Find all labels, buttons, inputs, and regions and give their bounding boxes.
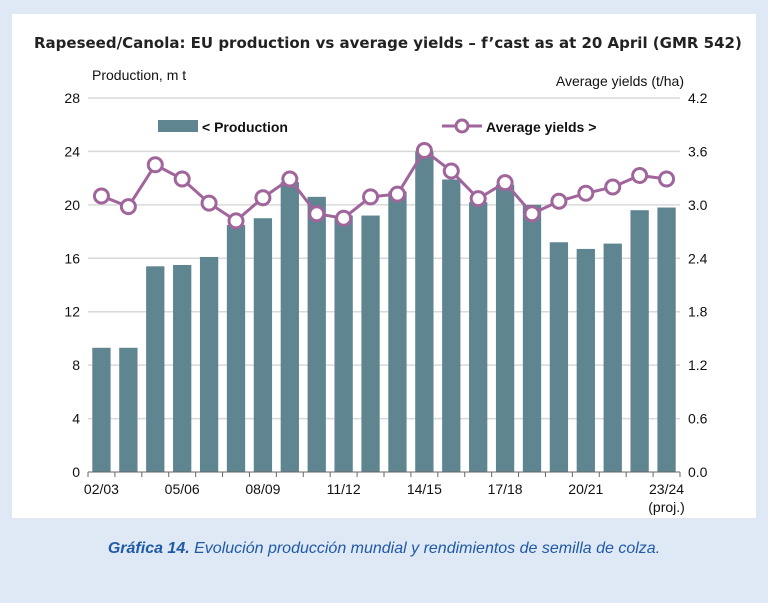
yield-point <box>496 174 514 192</box>
yield-point <box>388 185 406 203</box>
caption-text: Evolución producción mundial y rendimien… <box>189 540 661 557</box>
production-bar <box>146 266 165 472</box>
production-bar <box>280 182 299 472</box>
yield-point <box>577 184 595 202</box>
legend-marker-swatch <box>454 118 470 134</box>
y-left-tick-label: 16 <box>64 250 80 266</box>
x-tick-label: 05/06 <box>165 481 200 497</box>
y-right-tick-label: 1.8 <box>688 304 708 320</box>
x-tick-label: 08/09 <box>245 481 280 497</box>
figure-caption: Gráfica 14. Evolución producción mundial… <box>0 538 768 560</box>
yield-point <box>227 212 245 230</box>
y-left-tick-label: 28 <box>64 90 80 106</box>
production-bar <box>119 347 138 472</box>
axes <box>87 471 681 477</box>
production-bars <box>92 151 676 473</box>
yield-point <box>92 187 110 205</box>
production-bar <box>657 207 676 472</box>
production-bar <box>522 204 542 472</box>
chart-panel: Rapeseed/Canola: EU production vs averag… <box>12 14 756 518</box>
production-bar <box>630 210 649 472</box>
production-bar <box>226 224 246 472</box>
yield-point <box>415 142 433 160</box>
production-bar <box>334 215 353 473</box>
production-bar <box>442 179 461 472</box>
y-right-tick-label: 3.6 <box>688 143 708 159</box>
production-bar <box>495 184 515 473</box>
production-bar <box>361 215 380 473</box>
x-tick-label: 11/12 <box>327 481 361 497</box>
y-left-tick-label: 4 <box>72 411 80 427</box>
yield-point <box>469 190 487 208</box>
legend-bar-swatch <box>158 120 198 132</box>
yield-point <box>631 166 649 184</box>
y-left-tick-label: 8 <box>72 357 80 373</box>
y-left-tick-label: 12 <box>64 304 80 320</box>
yield-point <box>658 170 676 188</box>
yield-line <box>92 142 676 230</box>
y-right-tick-label: 3.0 <box>688 197 708 213</box>
production-bar <box>415 151 434 472</box>
y-right-tick-label: 1.2 <box>688 357 708 373</box>
chart-svg: 0 0.0 4 0.6 8 1.2 12 1.8 16 2.4 20 3.0 24 3.6 28 4.2 02/… <box>64 67 707 515</box>
y-left-tick-label: 24 <box>64 143 80 159</box>
yield-point <box>254 189 272 207</box>
legend: < Production Average yields > <box>158 118 596 135</box>
yield-point <box>442 162 460 180</box>
x-tick-label: 17/18 <box>488 481 523 497</box>
production-bar <box>173 264 192 472</box>
production-bar <box>576 248 595 472</box>
production-bar <box>603 243 622 472</box>
x-tick-label: 23/24 <box>649 481 684 497</box>
yield-point <box>604 178 622 196</box>
y-left-tick-label: 20 <box>64 197 80 213</box>
yield-line-path <box>100 148 667 223</box>
production-bar <box>307 196 326 473</box>
production-bar <box>388 191 407 472</box>
production-bar <box>469 202 488 472</box>
yield-point <box>119 198 137 216</box>
yield-point <box>335 209 353 227</box>
y-right-tick-label: 0.0 <box>688 464 708 480</box>
y-right-tick-label: 0.6 <box>688 411 708 427</box>
x-tick-note: (proj.) <box>648 499 685 515</box>
y-right-axis-title: Average yields (t/ha) <box>556 73 684 89</box>
y-left-axis-title: Production, m t <box>92 67 186 83</box>
yield-point <box>281 170 299 188</box>
axis-labels: 0 0.0 4 0.6 8 1.2 12 1.8 16 2.4 20 3.0 24 3.6 28 4.2 02/… <box>64 67 707 515</box>
production-bar <box>92 347 111 472</box>
yield-point <box>200 194 218 212</box>
yield-point <box>550 192 568 210</box>
x-tick-label: 02/03 <box>84 481 119 497</box>
x-tick-label: 20/21 <box>568 481 603 497</box>
x-tick-label: 14/15 <box>407 481 442 497</box>
yield-point <box>308 205 326 223</box>
yield-point <box>146 156 164 174</box>
y-right-tick-label: 4.2 <box>688 90 708 106</box>
yield-point <box>362 188 380 206</box>
yield-point <box>173 170 191 188</box>
caption-lead: Gráfica 14. <box>107 540 190 557</box>
yield-point <box>523 205 541 223</box>
legend-label-production: < Production <box>202 119 288 135</box>
production-bar <box>199 256 219 472</box>
legend-label-yields: Average yields > <box>486 119 596 135</box>
y-left-tick-label: 0 <box>72 464 80 480</box>
chart-title: Rapeseed/Canola: EU production vs averag… <box>34 34 742 52</box>
production-bar <box>549 242 569 472</box>
y-right-tick-label: 2.4 <box>688 250 708 266</box>
production-bar <box>253 218 273 472</box>
